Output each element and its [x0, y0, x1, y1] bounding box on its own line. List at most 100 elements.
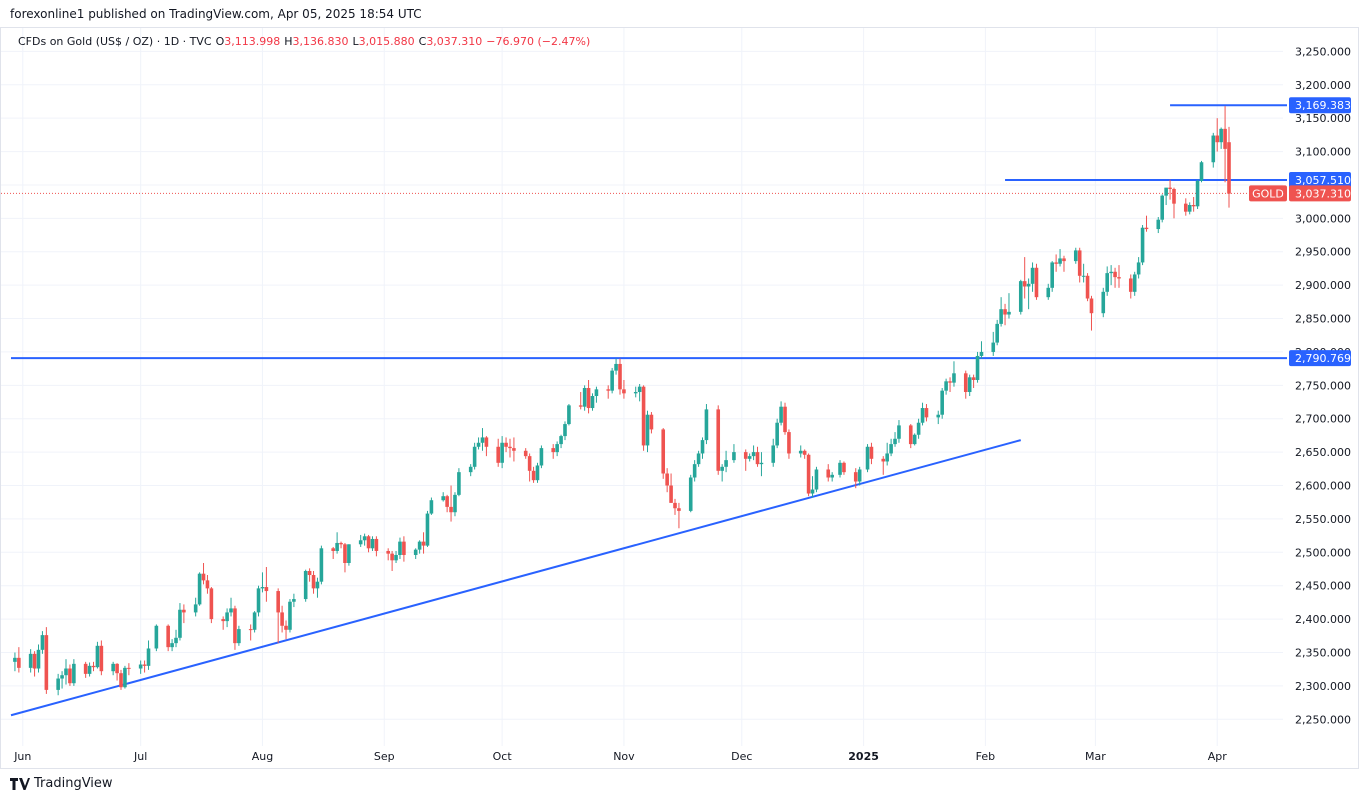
- price-tick-label: 2,500.000: [1295, 546, 1351, 559]
- candle: [1081, 263, 1086, 283]
- candle-body: [421, 541, 426, 546]
- price-tick-label: 3,200.000: [1295, 79, 1351, 92]
- symbol-legend[interactable]: CFDs on Gold (US$ / OZ) · 1D · TVC O3,113…: [18, 35, 590, 48]
- candle-body: [1089, 298, 1094, 314]
- symbol-name: CFDs on Gold (US$ / OZ) · 1D · TVC: [18, 35, 212, 48]
- candle: [944, 378, 948, 395]
- candle-body: [468, 466, 473, 473]
- candle-body: [971, 377, 976, 380]
- candle-body: [417, 541, 422, 550]
- candle: [551, 444, 556, 459]
- candle: [759, 452, 764, 477]
- candle-body: [127, 667, 131, 669]
- candle-body: [912, 434, 917, 445]
- candle-body: [138, 664, 143, 669]
- price-tick-label: 3,000.000: [1295, 212, 1351, 225]
- candle-body: [115, 663, 119, 674]
- candle-body: [940, 390, 944, 415]
- candle-body: [1223, 128, 1227, 149]
- price-chart[interactable]: 2,250.000 2,300.000 2,350.000 2,400.000 2,45…: [1, 28, 1358, 768]
- candle: [154, 624, 159, 652]
- candle: [1077, 247, 1082, 283]
- candle-body: [1058, 258, 1062, 264]
- candle-body: [826, 469, 831, 478]
- time-tick-label: Aug: [252, 750, 273, 763]
- candle: [885, 442, 889, 466]
- candle-body: [457, 472, 461, 495]
- candle: [237, 625, 241, 646]
- candle: [178, 603, 182, 641]
- footer: TradingView: [10, 776, 113, 791]
- price-tick-label: 2,700.000: [1295, 413, 1351, 426]
- candle: [17, 647, 21, 673]
- candle: [775, 418, 779, 449]
- candle-body: [806, 454, 811, 494]
- candle-body: [484, 437, 489, 447]
- candle-body: [567, 405, 571, 425]
- candle-body: [614, 363, 618, 371]
- candle: [826, 464, 831, 482]
- candle: [311, 571, 316, 594]
- tradingview-brand: TradingView: [34, 776, 113, 791]
- candle: [441, 492, 445, 502]
- candle-body: [508, 446, 512, 449]
- close-label: C: [418, 35, 427, 48]
- candle-body: [1085, 275, 1090, 299]
- candle-body: [1160, 195, 1165, 220]
- candle-body: [83, 663, 88, 674]
- candle: [661, 428, 666, 479]
- candle: [358, 534, 363, 547]
- candle-body: [995, 323, 999, 343]
- candle: [1156, 217, 1161, 234]
- candle: [1089, 295, 1094, 331]
- candle-body: [307, 571, 312, 576]
- candle: [1109, 265, 1113, 286]
- candle: [1003, 303, 1007, 326]
- candle: [248, 624, 253, 641]
- candle-body: [504, 442, 508, 447]
- candle: [1183, 198, 1188, 216]
- candle-body: [563, 424, 567, 437]
- candle-body: [1128, 278, 1133, 292]
- candle-body: [539, 448, 544, 466]
- candle-body: [747, 456, 752, 459]
- candle-body: [311, 575, 316, 589]
- candle: [331, 546, 335, 559]
- candle: [751, 445, 756, 461]
- candle-body: [535, 465, 540, 481]
- candles: [13, 106, 1231, 696]
- candle: [307, 568, 312, 582]
- candle-body: [252, 612, 257, 630]
- candle: [531, 466, 536, 483]
- candle-body: [209, 588, 214, 620]
- candle: [374, 536, 379, 557]
- candle-body: [237, 629, 241, 644]
- candle: [633, 386, 638, 398]
- candle: [347, 544, 351, 566]
- candle: [476, 437, 481, 450]
- candle: [170, 639, 174, 652]
- chart-pane[interactable]: 2,250.000 2,300.000 2,350.000 2,400.000 2,45…: [0, 27, 1359, 769]
- candle-body: [889, 444, 893, 454]
- candle-body: [696, 453, 701, 465]
- candle: [755, 446, 760, 467]
- candle: [115, 663, 119, 681]
- candle: [142, 660, 147, 673]
- candle: [1136, 257, 1141, 279]
- candle-body: [783, 406, 787, 433]
- candle-body: [284, 625, 288, 630]
- candle: [197, 572, 202, 606]
- candle-body: [1195, 180, 1200, 207]
- candle-body: [1030, 267, 1035, 284]
- candle: [56, 673, 60, 696]
- candle-body: [1187, 204, 1192, 212]
- candle-body: [1113, 271, 1117, 278]
- candle: [402, 536, 406, 562]
- price-tick-label: 2,300.000: [1295, 680, 1351, 693]
- candle-body: [1022, 281, 1027, 287]
- candle: [590, 393, 595, 411]
- candle-body: [1215, 135, 1220, 143]
- candle-body: [1054, 262, 1058, 264]
- candle-body: [1109, 271, 1113, 274]
- candle: [87, 662, 92, 677]
